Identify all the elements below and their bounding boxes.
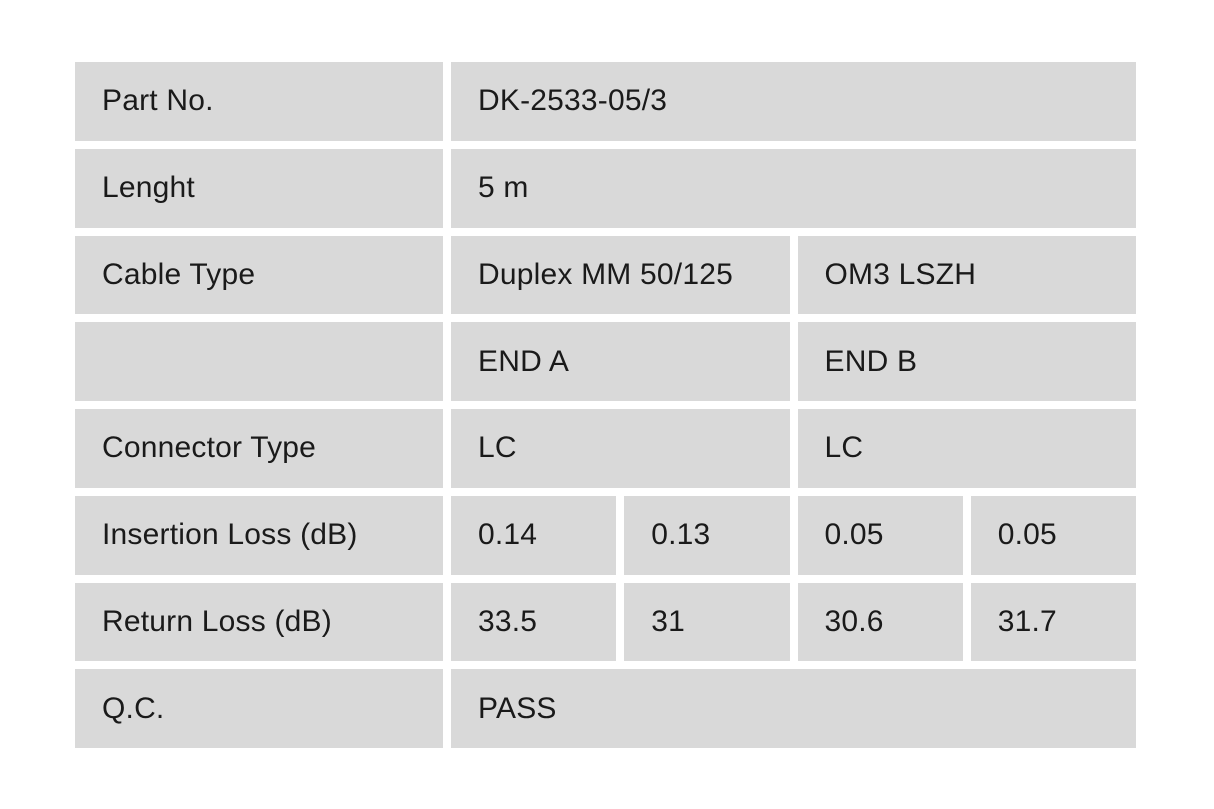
insertion-loss-end-b-2: 0.05	[970, 495, 1136, 575]
cable-type-value-1: Duplex MM 50/125	[451, 235, 790, 315]
connector-type-label: Connector Type	[75, 409, 443, 488]
return-loss-label: Return Loss (dB)	[75, 582, 443, 662]
insertion-loss-end-b-1: 0.05	[797, 495, 963, 575]
insertion-loss-end-a-2: 0.13	[624, 495, 790, 575]
return-loss-end-b-2: 31.7	[970, 582, 1136, 662]
length-value: 5 m	[451, 148, 1136, 228]
part-no-label: Part No.	[75, 62, 443, 141]
end-header-empty-cell	[75, 322, 443, 401]
cable-type-value-2: OM3 LSZH	[797, 235, 1136, 315]
insertion-loss-end-a-1: 0.14	[451, 495, 617, 575]
qc-label: Q.C.	[75, 669, 443, 748]
return-loss-end-a-2: 31	[624, 582, 790, 662]
connector-type-end-a: LC	[451, 409, 790, 488]
qc-value: PASS	[451, 669, 1136, 748]
insertion-loss-label: Insertion Loss (dB)	[75, 495, 443, 575]
part-no-value: DK-2533-05/3	[451, 62, 1136, 141]
return-loss-end-a-1: 33.5	[451, 582, 617, 662]
spec-table: Part No. DK-2533-05/3 Lenght 5 m Cable T…	[75, 62, 1136, 748]
end-b-header: END B	[797, 322, 1136, 401]
connector-type-end-b: LC	[797, 409, 1136, 488]
end-a-header: END A	[451, 322, 790, 401]
length-label: Lenght	[75, 148, 443, 228]
cable-type-label: Cable Type	[75, 235, 443, 315]
return-loss-end-b-1: 30.6	[797, 582, 963, 662]
